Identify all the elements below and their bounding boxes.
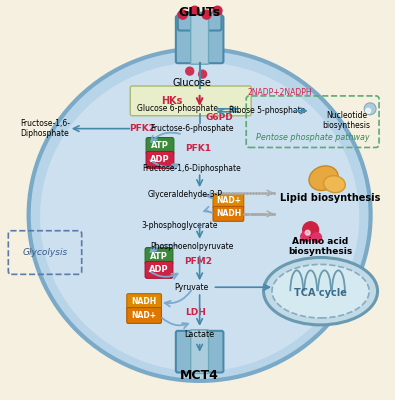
Text: MCT4: MCT4	[180, 369, 219, 382]
FancyBboxPatch shape	[213, 206, 244, 221]
Text: Lipid biosynthesis: Lipid biosynthesis	[280, 193, 381, 203]
Text: Pyruvate: Pyruvate	[175, 283, 209, 292]
FancyBboxPatch shape	[213, 194, 244, 208]
Text: Glucose 6-phosphate: Glucose 6-phosphate	[137, 104, 218, 113]
Text: Lactate: Lactate	[184, 330, 215, 339]
Text: Phosphoenolpyruvate: Phosphoenolpyruvate	[150, 242, 233, 251]
Circle shape	[213, 6, 222, 15]
Circle shape	[305, 230, 310, 235]
FancyBboxPatch shape	[146, 138, 174, 154]
Text: Ribose 5-phosphate: Ribose 5-phosphate	[229, 106, 305, 115]
Text: Fructose-1,6-Diphosphate: Fructose-1,6-Diphosphate	[142, 164, 241, 173]
Ellipse shape	[40, 62, 359, 372]
Text: NADH: NADH	[216, 209, 241, 218]
FancyBboxPatch shape	[127, 294, 162, 310]
Text: GLUTs: GLUTs	[179, 6, 221, 19]
Circle shape	[202, 10, 211, 19]
Text: PFM2: PFM2	[184, 257, 212, 266]
Text: PFK1: PFK1	[184, 144, 211, 153]
Ellipse shape	[29, 49, 371, 381]
FancyBboxPatch shape	[145, 262, 173, 278]
Ellipse shape	[272, 264, 369, 318]
FancyBboxPatch shape	[176, 331, 224, 372]
Text: Glycolysis: Glycolysis	[23, 248, 68, 257]
Circle shape	[186, 67, 194, 75]
Text: 2NADP+2NADPH: 2NADP+2NADPH	[247, 88, 312, 98]
Text: LDH: LDH	[185, 308, 206, 318]
Circle shape	[199, 70, 207, 78]
FancyBboxPatch shape	[191, 15, 209, 64]
Text: NAD+: NAD+	[216, 196, 241, 206]
FancyBboxPatch shape	[127, 308, 162, 324]
Text: 3-phosphoglycerate: 3-phosphoglycerate	[141, 221, 218, 230]
Text: ATP: ATP	[150, 252, 168, 260]
Circle shape	[303, 222, 319, 238]
FancyBboxPatch shape	[176, 16, 224, 63]
Text: Nucleotide
biosynthesis: Nucleotide biosynthesis	[322, 111, 371, 130]
Circle shape	[301, 232, 310, 242]
Ellipse shape	[263, 258, 378, 325]
Text: Fructose-1,6-
Diphosphate: Fructose-1,6- Diphosphate	[20, 119, 70, 138]
Text: TCA cycle: TCA cycle	[294, 288, 347, 298]
FancyBboxPatch shape	[146, 152, 174, 168]
Circle shape	[366, 108, 371, 113]
Text: PFK2: PFK2	[129, 124, 155, 133]
Text: ADP: ADP	[149, 265, 169, 274]
FancyBboxPatch shape	[191, 330, 209, 374]
FancyBboxPatch shape	[178, 13, 222, 30]
Text: Glucose: Glucose	[172, 78, 211, 88]
Text: Fructose-6-phosphate: Fructose-6-phosphate	[150, 124, 233, 133]
Text: ATP: ATP	[151, 142, 169, 150]
Text: Amino acid
biosynthesis: Amino acid biosynthesis	[288, 237, 353, 256]
Circle shape	[312, 233, 322, 243]
Circle shape	[190, 6, 199, 15]
Circle shape	[364, 103, 376, 115]
Text: HKs: HKs	[162, 96, 183, 106]
Text: ADP: ADP	[150, 155, 170, 164]
Ellipse shape	[309, 166, 338, 190]
Text: NAD+: NAD+	[132, 311, 157, 320]
Ellipse shape	[324, 176, 345, 193]
FancyBboxPatch shape	[130, 86, 251, 116]
Text: Pentose phosphate pathway: Pentose phosphate pathway	[256, 133, 369, 142]
Circle shape	[178, 10, 187, 19]
FancyBboxPatch shape	[145, 248, 173, 264]
Text: Glyceraldehyde-3-P: Glyceraldehyde-3-P	[147, 190, 222, 198]
Text: G6PD: G6PD	[205, 113, 233, 122]
Text: NADH: NADH	[132, 297, 157, 306]
